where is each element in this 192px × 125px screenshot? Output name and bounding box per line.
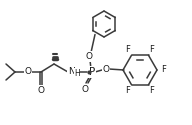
- Text: P: P: [89, 67, 95, 77]
- Text: O: O: [103, 64, 109, 74]
- Text: O: O: [25, 68, 31, 76]
- Text: O: O: [82, 84, 89, 94]
- Text: F: F: [161, 66, 166, 74]
- Text: F: F: [126, 45, 130, 54]
- Text: F: F: [150, 45, 154, 54]
- Text: O: O: [85, 52, 93, 61]
- Text: F: F: [126, 86, 130, 95]
- Text: F: F: [150, 86, 154, 95]
- Text: O: O: [37, 86, 45, 95]
- Text: H: H: [74, 68, 80, 78]
- Text: N: N: [68, 68, 75, 76]
